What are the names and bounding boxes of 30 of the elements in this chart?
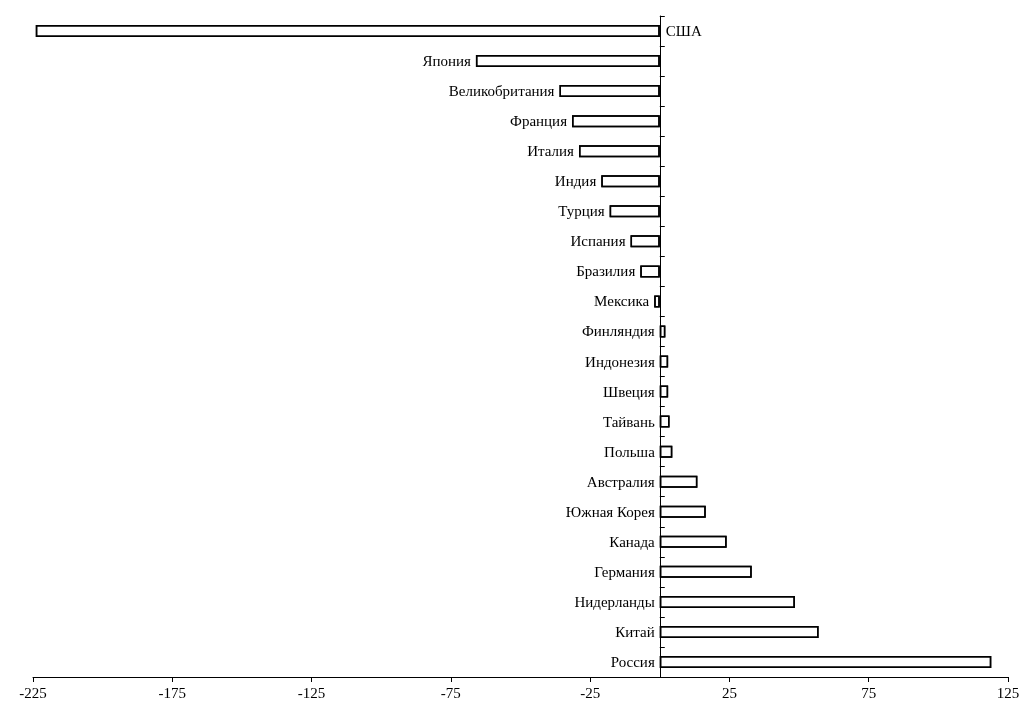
- x-tick-label: -225: [19, 684, 47, 701]
- y-tick-label: Франция: [510, 113, 568, 130]
- y-tick-label: Нидерланды: [574, 593, 655, 610]
- y-tick-label: Мексика: [594, 293, 650, 310]
- x-tick-label: -175: [158, 684, 187, 701]
- x-tick-label: -25: [580, 684, 601, 701]
- x-tick-label: 25: [721, 684, 737, 701]
- y-tick-label: Тайвань: [602, 413, 655, 430]
- y-tick-label: Южная Корея: [565, 503, 655, 520]
- y-tick-label: Канада: [609, 533, 656, 550]
- y-tick-label: Китай: [615, 623, 655, 640]
- y-tick-label: Италия: [527, 143, 575, 160]
- y-tick-label: Польша: [604, 443, 656, 460]
- x-tick-label: -125: [297, 684, 326, 701]
- y-tick-label: Великобритания: [448, 83, 555, 100]
- y-tick-label: Австралия: [586, 473, 655, 490]
- y-tick-label: Япония: [422, 53, 472, 70]
- y-tick-label: США: [665, 23, 702, 40]
- y-tick-label: Индия: [554, 173, 597, 190]
- y-tick-label: Турция: [558, 203, 605, 220]
- y-tick-label: Финляндия: [581, 323, 655, 340]
- x-tick-label: 75: [861, 684, 877, 701]
- y-tick-label: Бразилия: [576, 263, 636, 280]
- x-tick-label: -75: [440, 684, 461, 701]
- y-tick-label: Швеция: [603, 383, 655, 400]
- y-tick-label: Германия: [594, 563, 655, 580]
- y-tick-label: Россия: [610, 653, 655, 670]
- x-tick-label: 125: [996, 684, 1020, 701]
- y-tick-label: Индонезия: [585, 353, 655, 370]
- y-tick-label: Испания: [570, 233, 626, 250]
